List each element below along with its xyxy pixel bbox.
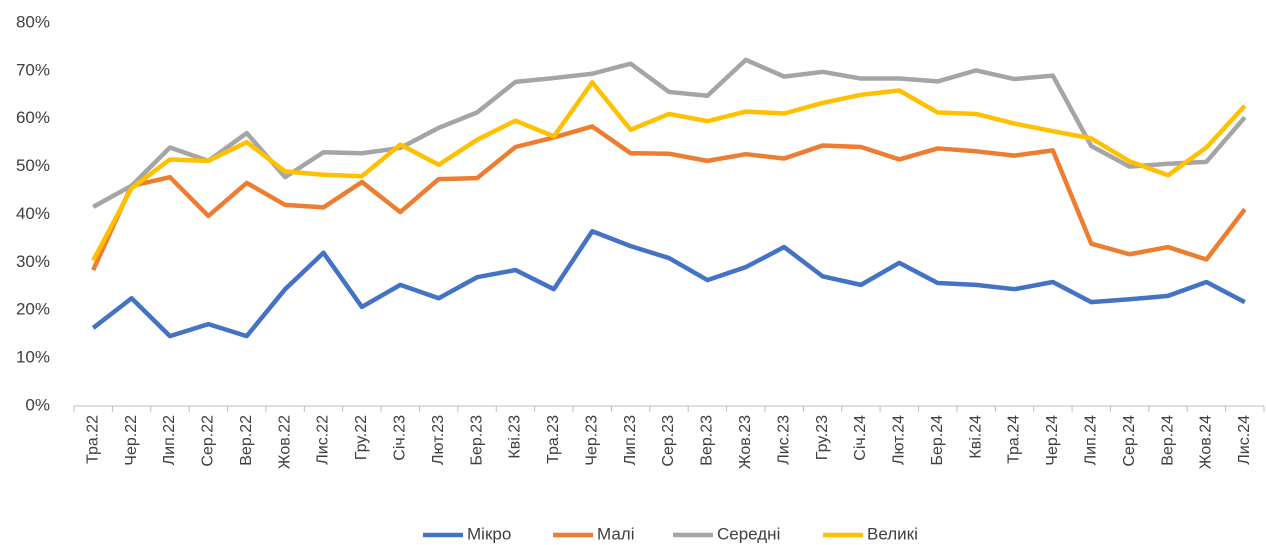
x-tick-label: Вер.23: [699, 415, 716, 466]
series-line: [92, 57, 1247, 209]
series-line: [91, 80, 1247, 262]
y-tick-label: 20%: [16, 300, 50, 319]
series-line: [91, 229, 1246, 339]
y-tick-label: 0%: [25, 395, 50, 414]
x-tick-label: Лис.23: [775, 415, 792, 465]
y-tick-label: 30%: [16, 252, 50, 271]
legend-label: Середні: [717, 524, 780, 543]
x-tick-label: Лип.22: [161, 415, 178, 465]
y-tick-label: 60%: [16, 108, 50, 127]
x-tick-label: Жов.22: [276, 415, 293, 469]
x-tick-label: Січ.24: [852, 415, 869, 461]
x-tick-label: Лис.22: [315, 415, 332, 465]
x-tick-label: Чер.23: [583, 415, 600, 466]
x-tick-label: Гру.23: [814, 415, 831, 460]
x-tick-label: Сер.23: [660, 415, 677, 467]
x-tick-label: Сер.24: [1121, 415, 1138, 467]
y-tick-label: 10%: [16, 348, 50, 367]
x-tick-label: Лют.23: [430, 415, 447, 465]
y-tick-label: 50%: [16, 156, 50, 175]
x-tick-label: Тра.23: [545, 415, 562, 464]
x-tick-label: Вер.24: [1159, 415, 1176, 466]
x-tick-label: Лют.24: [891, 415, 908, 465]
x-tick-label: Вер.22: [238, 415, 255, 466]
x-tick-label: Кві.23: [507, 415, 524, 459]
x-tick-label: Гру.22: [353, 415, 370, 460]
x-tick-label: Кві.24: [967, 415, 984, 459]
y-tick-label: 70%: [16, 60, 50, 79]
x-tick-label: Лис.24: [1236, 415, 1253, 465]
x-tick-label: Чер.22: [123, 415, 140, 466]
x-tick-label: Чер.24: [1044, 415, 1061, 466]
x-tick-label: Тра.24: [1006, 415, 1023, 464]
legend-label: Мікро: [467, 524, 511, 543]
legend-label: Великі: [867, 524, 918, 543]
x-tick-label: Сер.22: [200, 415, 217, 467]
x-tick-label: Лип.23: [622, 415, 639, 465]
legend-label: Малі: [597, 524, 635, 543]
y-tick-label: 80%: [16, 12, 50, 31]
x-tick-label: Січ.23: [392, 415, 409, 461]
series-line: [91, 124, 1247, 271]
x-tick-label: Тра.22: [84, 415, 101, 464]
x-tick-label: Бер.24: [929, 415, 946, 466]
x-tick-label: Бер.23: [468, 415, 485, 466]
x-tick-label: Жов.23: [737, 415, 754, 469]
y-tick-label: 40%: [16, 204, 50, 223]
x-tick-label: Лип.24: [1082, 415, 1099, 465]
x-tick-label: Жов.24: [1198, 415, 1215, 469]
